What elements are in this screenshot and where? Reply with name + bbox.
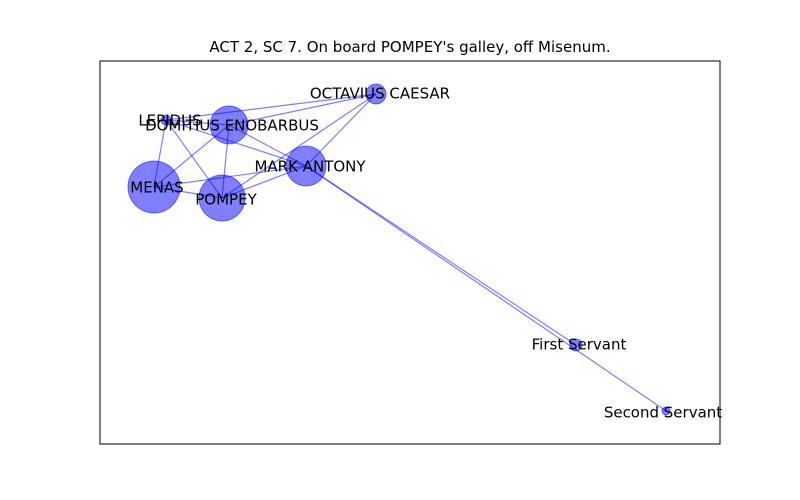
edge-octavius-pompey bbox=[221, 93, 377, 199]
node-label-lepidus: LEPIDUS bbox=[138, 112, 201, 130]
node-menas bbox=[127, 160, 181, 214]
node-octavius bbox=[365, 83, 387, 105]
node-enobarbus bbox=[209, 105, 249, 145]
node-label-menas: MENAS bbox=[130, 179, 183, 197]
node-lepidus bbox=[160, 114, 172, 126]
node-label-pompey: POMPEY bbox=[195, 191, 257, 209]
edge-octavius-lepidus bbox=[165, 93, 377, 121]
node-label-servant1: First Servant bbox=[532, 336, 627, 354]
node-servant1 bbox=[569, 338, 583, 352]
node-pompey bbox=[198, 174, 246, 222]
edge-antony-servant1 bbox=[305, 165, 577, 346]
node-label-antony: MARK ANTONY bbox=[254, 158, 366, 176]
plot-frame bbox=[99, 60, 721, 445]
node-label-octavius: OCTAVIUS CAESAR bbox=[310, 85, 450, 103]
node-antony bbox=[285, 145, 327, 187]
node-layer bbox=[127, 83, 671, 416]
figure-title: ACT 2, SC 7. On board POMPEY's galley, o… bbox=[209, 38, 610, 56]
edge-octavius-enobarbus bbox=[228, 93, 377, 126]
node-label-servant2: Second Servant bbox=[604, 404, 722, 422]
node-label-enobarbus: DOMITIUS ENOBARBUS bbox=[145, 117, 319, 135]
edge-antony-servant2 bbox=[305, 165, 667, 412]
node-servant2 bbox=[661, 406, 671, 416]
